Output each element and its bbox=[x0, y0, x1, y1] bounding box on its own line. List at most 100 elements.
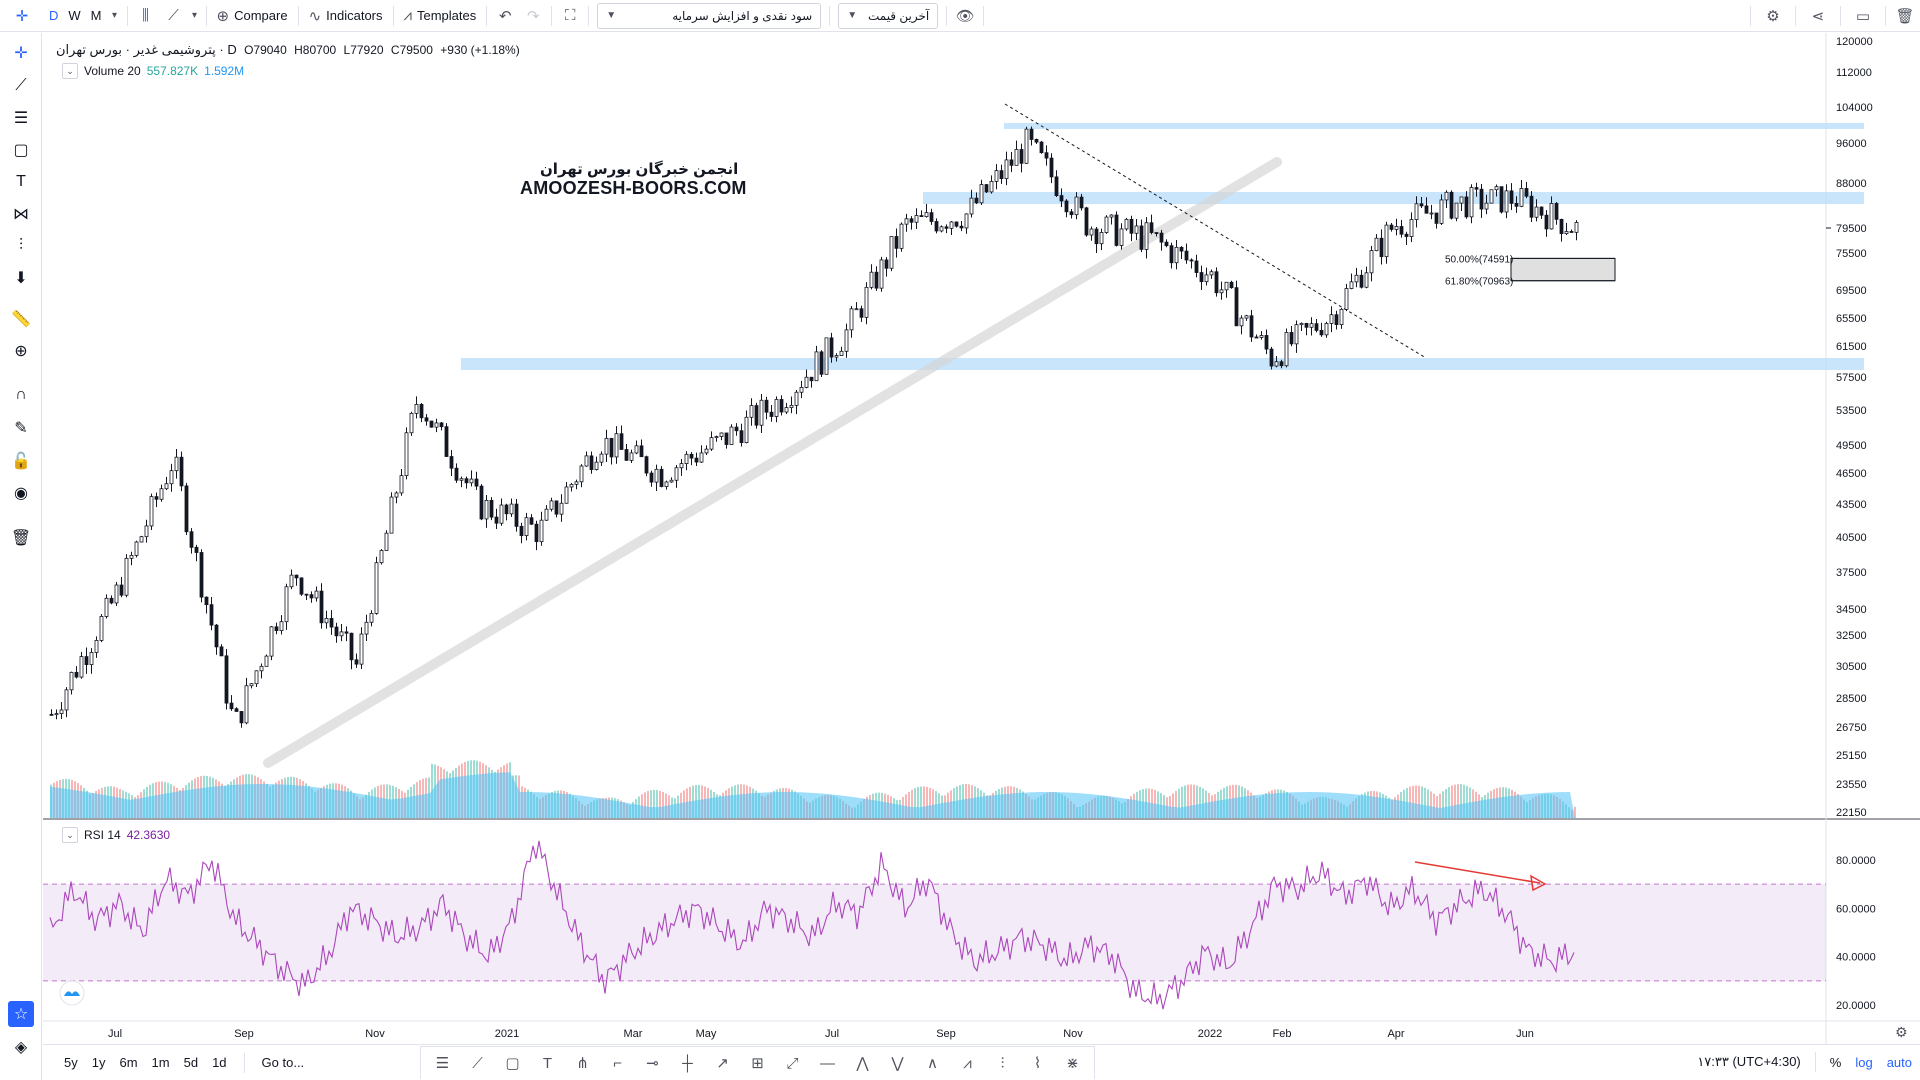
candle-body bbox=[604, 437, 609, 455]
interval-d-button[interactable]: D bbox=[49, 8, 59, 23]
magnet-icon[interactable]: ∩ bbox=[15, 386, 27, 403]
compare-button[interactable]: ⊕ Compare bbox=[211, 0, 294, 32]
redo-icon[interactable]: ↷ bbox=[526, 7, 540, 25]
gear-icon[interactable]: ⚙ bbox=[1766, 8, 1780, 25]
rectangle-icon[interactable]: ▢ bbox=[505, 1055, 520, 1072]
path-icon[interactable]: ↗ bbox=[716, 1055, 729, 1072]
interval-w-button[interactable]: W bbox=[68, 8, 81, 23]
goto-button[interactable]: Go to... bbox=[261, 1055, 305, 1070]
divider bbox=[486, 5, 488, 26]
layers-icon[interactable]: ◈ bbox=[14, 1039, 28, 1056]
arrow-down-icon[interactable]: ⬇ bbox=[14, 270, 28, 287]
volume-bar bbox=[929, 787, 931, 818]
crosshair-icon[interactable]: ✛ bbox=[15, 7, 29, 25]
share-icon[interactable]: ⋖ bbox=[1811, 8, 1825, 25]
wave-icon[interactable]: ∧ bbox=[927, 1055, 938, 1072]
collapse-icon[interactable]: ⌄ bbox=[62, 827, 78, 843]
top-right-tools: ⚙ ⋖ ▭ 🗑 bbox=[1746, 0, 1920, 32]
price-tick-label: 65500 bbox=[1836, 313, 1867, 325]
candle-body bbox=[234, 708, 239, 712]
trash-icon[interactable]: 🗑 bbox=[1895, 8, 1915, 25]
chart-canvas[interactable]: 50.00%(74591) 61.80%(70963) 120000 112000 10… bbox=[43, 33, 1920, 1044]
trash-icon[interactable]: 🗑 bbox=[10, 530, 32, 547]
range-5d-button[interactable]: 5d bbox=[183, 1055, 199, 1070]
range-1d-button[interactable]: 1d bbox=[212, 1055, 227, 1070]
interval-m-button[interactable]: M bbox=[90, 8, 102, 23]
elliott-icon[interactable]: ⩘ bbox=[963, 1054, 972, 1072]
pitchfork-icon[interactable]: ⋔ bbox=[576, 1055, 589, 1072]
lines-icon[interactable]: ☰ bbox=[435, 1055, 450, 1072]
clock-timezone[interactable]: ۱۷:۳۳ (UTC+4:30) bbox=[1697, 1054, 1801, 1069]
volume-bar bbox=[1199, 786, 1201, 818]
snapshot-icon[interactable]: ▭ bbox=[1855, 8, 1871, 25]
candle-body bbox=[569, 483, 574, 488]
prediction-icon[interactable]: ⫶ bbox=[18, 237, 23, 254]
chart-area[interactable]: 50.00%(74591) 61.80%(70963) 120000 112000 10… bbox=[43, 33, 1920, 1049]
log-toggle[interactable]: log bbox=[1855, 1054, 1873, 1070]
projection-icon[interactable]: ⫶ bbox=[1000, 1054, 1005, 1072]
volume-bar bbox=[926, 786, 928, 818]
price-source-select[interactable]: ▼ آخرین قیمت bbox=[838, 2, 939, 29]
horizontal-line-icon[interactable]: — bbox=[820, 1054, 835, 1072]
chevron-down-icon[interactable]: ▾ bbox=[112, 10, 118, 21]
templates-button[interactable]: ⩘ Templates bbox=[398, 0, 483, 32]
rsi-legend: ⌄ RSI 14 42.3630 bbox=[62, 827, 170, 843]
frame-icon[interactable]: ⊞ bbox=[751, 1055, 764, 1072]
candle-body bbox=[1454, 202, 1459, 219]
volume-bar bbox=[1193, 784, 1195, 818]
candle-body bbox=[1039, 141, 1044, 154]
range-6m-button[interactable]: 6m bbox=[119, 1055, 138, 1070]
candle-body bbox=[794, 391, 799, 406]
candles-icon[interactable]: ⫼ bbox=[142, 7, 149, 24]
volume-value-1: 557.827K bbox=[146, 64, 199, 78]
candle-body bbox=[149, 496, 154, 527]
cross-line-icon[interactable]: ┼ bbox=[682, 1054, 693, 1072]
lock-icon[interactable]: 🔓 bbox=[11, 453, 31, 470]
text-icon[interactable]: T bbox=[542, 1054, 553, 1072]
abc-icon[interactable]: ⋁ bbox=[891, 1055, 904, 1072]
drawing-toolbar: ✛ ⟋ ☰ ▢ T ⋈ ⫶ ⬇ 📏 ⊕ ∩ ✎ 🔓 ◉ 🗑 ☆ ◈ bbox=[0, 33, 42, 1080]
time-tick-label: Nov bbox=[365, 1028, 385, 1040]
callout-icon[interactable]: ⌐ bbox=[613, 1054, 622, 1072]
undo-icon[interactable]: ↶ bbox=[498, 7, 512, 25]
pattern-icon[interactable]: ⋈ bbox=[13, 206, 29, 223]
fib-icon[interactable]: ☰ bbox=[13, 110, 29, 127]
ruler-icon[interactable]: 📏 bbox=[11, 311, 31, 328]
line-chart-icon[interactable]: ⟋ bbox=[168, 7, 179, 24]
volume-bar bbox=[914, 788, 916, 818]
sector-select[interactable]: ▼ سود نقدی و افزایش سرمایه bbox=[597, 2, 822, 29]
horizontal-ray-icon[interactable]: ⊸ bbox=[646, 1055, 659, 1072]
text-icon[interactable]: T bbox=[16, 173, 26, 190]
volume-bar bbox=[1196, 785, 1198, 818]
indicators-button[interactable]: ∿ Indicators bbox=[303, 0, 389, 32]
fullscreen-icon[interactable]: ⛶ bbox=[564, 7, 576, 24]
volume-bar bbox=[1463, 784, 1465, 818]
trend-line-icon[interactable]: ⟋ bbox=[15, 77, 27, 94]
range-1y-button[interactable]: 1y bbox=[91, 1055, 106, 1070]
candle-body bbox=[1269, 348, 1274, 367]
network-icon[interactable]: ⋇ bbox=[1066, 1055, 1079, 1072]
eye-icon[interactable]: ◉ bbox=[14, 485, 28, 502]
candle-body bbox=[1014, 149, 1019, 166]
range-1m-button[interactable]: 1m bbox=[151, 1055, 170, 1070]
price-tick-label: 57500 bbox=[1836, 372, 1867, 384]
lock-drawing-icon[interactable]: ✎ bbox=[14, 420, 28, 437]
xabcd-icon[interactable]: ⋀ bbox=[856, 1055, 869, 1072]
percent-toggle[interactable]: % bbox=[1829, 1054, 1842, 1070]
candle-body bbox=[754, 405, 759, 426]
collapse-icon[interactable]: ⌄ bbox=[62, 63, 78, 79]
cursor-cross-icon[interactable]: ✛ bbox=[14, 45, 28, 62]
eye-icon[interactable]: 👁 bbox=[955, 7, 975, 25]
chevron-down-icon[interactable]: ▾ bbox=[192, 10, 198, 21]
auto-toggle[interactable]: auto bbox=[1886, 1054, 1912, 1070]
range-5y-button[interactable]: 5y bbox=[64, 1055, 78, 1070]
candle-body bbox=[469, 478, 474, 484]
price-tick-label: 30500 bbox=[1836, 661, 1867, 673]
star-icon[interactable]: ☆ bbox=[8, 1001, 34, 1027]
brush-icon[interactable]: ⌇ bbox=[1033, 1055, 1042, 1072]
zoom-in-icon[interactable]: ⊕ bbox=[14, 343, 28, 360]
trend-line-icon[interactable]: ⟋ bbox=[472, 1054, 483, 1072]
candle-body bbox=[719, 432, 724, 437]
rectangle-icon[interactable]: ▢ bbox=[13, 142, 29, 159]
ray-icon[interactable]: ⤢ bbox=[786, 1054, 799, 1072]
